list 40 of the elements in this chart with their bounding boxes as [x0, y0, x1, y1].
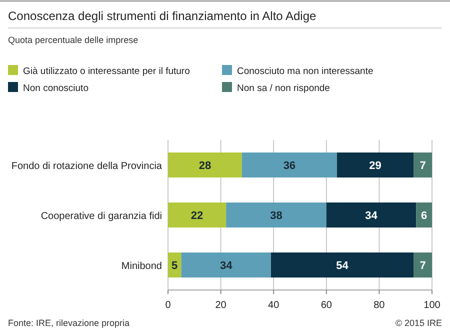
x-tick-label: 40 — [268, 300, 280, 311]
y-tick-label: Cooperative di garanzia fidi — [40, 211, 162, 222]
x-tick-label: 20 — [215, 300, 227, 311]
data-label: 28 — [198, 160, 212, 172]
data-label: 22 — [190, 210, 204, 222]
bar — [242, 152, 337, 178]
bar — [270, 252, 414, 278]
y-tick-label: Fondo di rotazione della Provincia — [11, 161, 162, 172]
bar — [168, 152, 242, 178]
data-label: 54 — [336, 260, 350, 272]
data-label: 7 — [420, 260, 426, 272]
source-note: Fonte: IRE, rilevazione propria — [8, 318, 130, 328]
bar — [226, 202, 326, 228]
data-label: 6 — [421, 210, 428, 222]
text: © 2015 IRE — [395, 318, 442, 328]
x-tick-label: 100 — [424, 300, 441, 311]
legend-label: Conosciuto ma non interessante — [237, 66, 374, 77]
data-label: 38 — [270, 210, 282, 222]
x-tick-label: 80 — [374, 300, 386, 311]
data-label: 36 — [283, 160, 296, 172]
x-tick-label: 0 — [165, 300, 172, 311]
x-tick-label: 60 — [320, 300, 332, 311]
bar — [181, 252, 271, 278]
bar — [168, 202, 226, 228]
bar — [414, 252, 432, 278]
bar — [326, 202, 416, 228]
legend-label: Non sa / non risponde — [237, 83, 330, 94]
legend-label: Non conosciuto — [23, 83, 88, 94]
data-label: 34 — [365, 210, 378, 222]
chart-title: Conoscenza degli strumenti di finanziamento in Alto Adige — [8, 9, 317, 23]
data-label: 7 — [420, 160, 426, 172]
bar — [416, 202, 432, 228]
data-label: 34 — [220, 260, 234, 272]
data-label: 29 — [369, 160, 382, 172]
text: Quota percentuale delle imprese — [8, 35, 138, 45]
bar — [336, 152, 414, 178]
y-tick-label: Minibond — [121, 261, 162, 272]
bar — [414, 152, 432, 178]
data-label: 5 — [172, 260, 178, 272]
legend-label: Già utilizzato o interessante per il futuro — [23, 66, 190, 77]
